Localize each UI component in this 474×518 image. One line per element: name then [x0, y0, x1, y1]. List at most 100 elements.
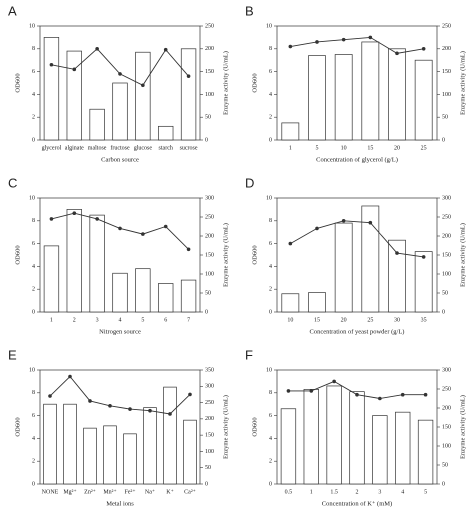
x-tick-label: maltose	[88, 145, 107, 151]
y2-tick-label: 0	[205, 309, 208, 315]
y2-tick-label: 150	[205, 69, 214, 75]
y-tick-label: 2	[269, 459, 272, 465]
y2-tick-label: 100	[442, 92, 451, 98]
activity-point	[355, 392, 359, 397]
y-axis-label: OD600	[251, 245, 258, 264]
y2-tick-label: 150	[442, 69, 451, 75]
y2-tick-label: 50	[205, 115, 211, 121]
y-tick-label: 6	[269, 241, 272, 247]
x-tick-label: 15	[314, 317, 320, 323]
x-axis-label: Carbon source	[101, 156, 139, 163]
x-tick-label: starch	[159, 145, 173, 151]
bar	[308, 292, 326, 313]
y-tick-label: 0	[32, 137, 35, 143]
activity-point	[341, 219, 346, 223]
y2-tick-label: 0	[442, 309, 445, 315]
activity-line	[290, 220, 424, 258]
x-tick-label: Fe²⁺	[125, 488, 136, 495]
bar	[43, 403, 57, 485]
bar	[180, 279, 197, 313]
y2-tick-label: 50	[442, 115, 448, 121]
bar	[349, 391, 365, 485]
bar	[361, 41, 380, 141]
activity-point	[141, 232, 145, 236]
plot-frame	[276, 25, 438, 141]
x-axis-label: Concentration of yeast powder (g/L)	[310, 328, 405, 335]
activity-point	[48, 394, 52, 398]
y-tick-label: 8	[269, 390, 272, 396]
y2-tick-label: 50	[442, 462, 448, 468]
x-tick-label: Zn²⁺	[84, 488, 96, 495]
y2-tick-label: 350	[205, 367, 214, 373]
y2-tick-label: 100	[205, 92, 214, 98]
activity-point	[163, 224, 168, 229]
y-tick-label: 8	[32, 46, 35, 52]
bar	[180, 48, 197, 141]
y-tick-label: 0	[32, 309, 35, 315]
activity-point	[188, 392, 192, 397]
y-tick-label: 0	[32, 481, 35, 487]
x-tick-label: 10	[287, 317, 293, 323]
x-tick-label: 6	[164, 317, 167, 323]
activity-point	[421, 47, 426, 51]
y-tick-label: 8	[32, 218, 35, 224]
x-tick-label: 15	[367, 145, 373, 151]
y-tick-label: 0	[269, 137, 272, 143]
y2-tick-label: 100	[205, 271, 214, 277]
x-axis-label: Concentration of glycerol (g/L)	[316, 156, 398, 163]
y2-tick-label: 300	[442, 195, 451, 201]
bar	[303, 389, 319, 485]
activity-point	[288, 44, 293, 49]
activity-point	[95, 217, 99, 221]
y-tick-label: 0	[269, 309, 272, 315]
bar	[280, 408, 297, 485]
bar	[83, 427, 97, 485]
bar	[135, 268, 151, 313]
activity-point	[315, 226, 319, 231]
x-tick-label: glycerol	[42, 145, 62, 151]
bar	[103, 425, 117, 485]
x-tick-label: 25	[367, 317, 373, 323]
bar	[395, 411, 411, 485]
y2-tick-label: 250	[205, 400, 214, 406]
y2-axis-label: Enzyme activity (U/mL)	[222, 51, 229, 115]
x-tick-label: 1	[50, 317, 53, 323]
y2-tick-label: 300	[205, 195, 214, 201]
x-tick-label: K⁺	[166, 488, 174, 495]
activity-point	[68, 374, 72, 379]
activity-point	[95, 47, 99, 51]
activity-point	[315, 40, 319, 44]
x-tick-label: 2	[73, 317, 76, 323]
y-tick-label: 2	[32, 287, 35, 293]
y2-tick-label: 0	[205, 481, 208, 487]
bar	[326, 385, 342, 485]
x-tick-label: 5	[316, 145, 319, 151]
bar	[414, 59, 433, 141]
bar	[135, 51, 151, 141]
activity-point	[368, 35, 373, 40]
bar	[123, 433, 137, 485]
activity-point	[128, 407, 132, 411]
y-axis-label: OD600	[14, 417, 21, 436]
x-tick-label: 7	[187, 317, 190, 323]
bar	[89, 108, 105, 141]
y-tick-label: 4	[32, 92, 35, 98]
bar	[89, 214, 105, 313]
activity-line	[290, 36, 424, 54]
x-tick-label: alginate	[65, 145, 84, 151]
y2-tick-label: 100	[442, 271, 451, 277]
x-tick-label: 3	[378, 489, 381, 495]
bar	[43, 37, 60, 141]
panel-letter: E	[8, 347, 17, 362]
x-axis-label: Metal ions	[106, 500, 134, 507]
panel-letter: A	[8, 3, 17, 18]
x-tick-label: 10	[341, 145, 347, 151]
y-tick-label: 10	[29, 23, 35, 29]
bar	[281, 293, 300, 313]
bar	[388, 48, 406, 141]
x-tick-label: 4	[119, 317, 122, 323]
panel-letter: C	[8, 175, 17, 190]
activity-point	[423, 392, 428, 397]
y2-tick-label: 300	[442, 367, 451, 373]
y-axis-label: OD600	[14, 73, 21, 92]
